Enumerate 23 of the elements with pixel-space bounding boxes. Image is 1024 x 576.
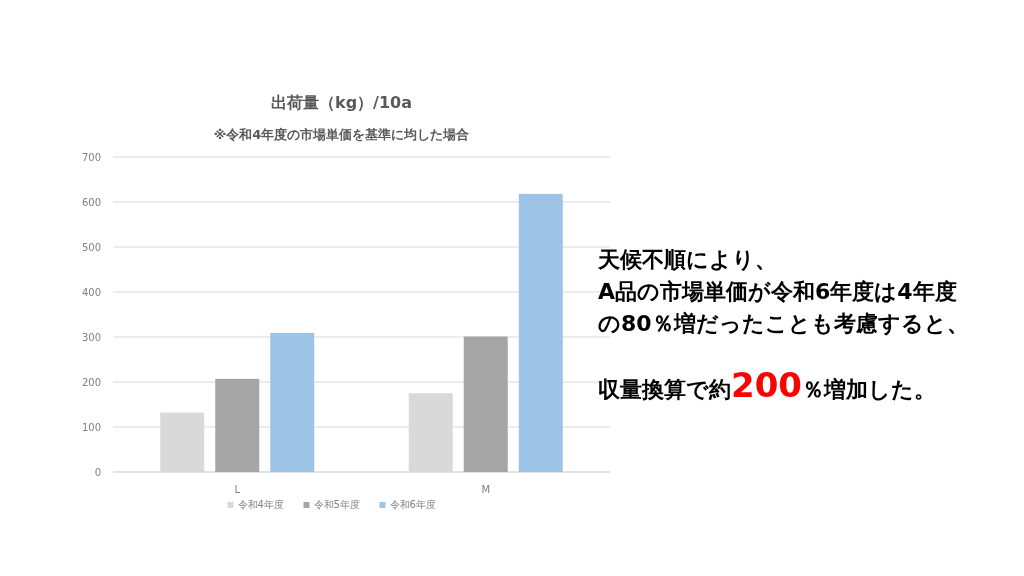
annotation: 収量換算で約200％増加した。	[598, 365, 936, 405]
chart-title: 出荷量（kg）/10a	[271, 93, 412, 112]
legend-label: 令和5年度	[313, 499, 360, 510]
bar	[215, 378, 260, 472]
y-tick-label: 0	[94, 467, 101, 478]
x-tick-label: M	[481, 484, 491, 495]
x-tick-label: L	[234, 484, 241, 495]
bar	[518, 193, 563, 472]
annotation: の80％増だったことも考慮すると、	[598, 311, 969, 336]
y-tick-label: 200	[81, 377, 101, 388]
y-tick-label: 600	[81, 197, 101, 208]
annotation: 天候不順により、	[597, 247, 777, 272]
bar	[463, 336, 508, 472]
chart-subtitle: ※令和4年度の市場単価を基準に均した場合	[213, 127, 470, 142]
y-tick-label: 300	[81, 332, 101, 343]
y-tick-label: 400	[81, 287, 101, 298]
y-tick-label: 700	[81, 152, 101, 163]
legend-label: 令和4年度	[237, 499, 284, 510]
y-tick-label: 500	[81, 242, 101, 253]
y-tick-label: 100	[81, 422, 101, 433]
legend-label: 令和6年度	[389, 499, 436, 510]
annotation: A品の市場単価が令和6年度は4年度	[598, 279, 957, 304]
bar	[270, 332, 315, 472]
